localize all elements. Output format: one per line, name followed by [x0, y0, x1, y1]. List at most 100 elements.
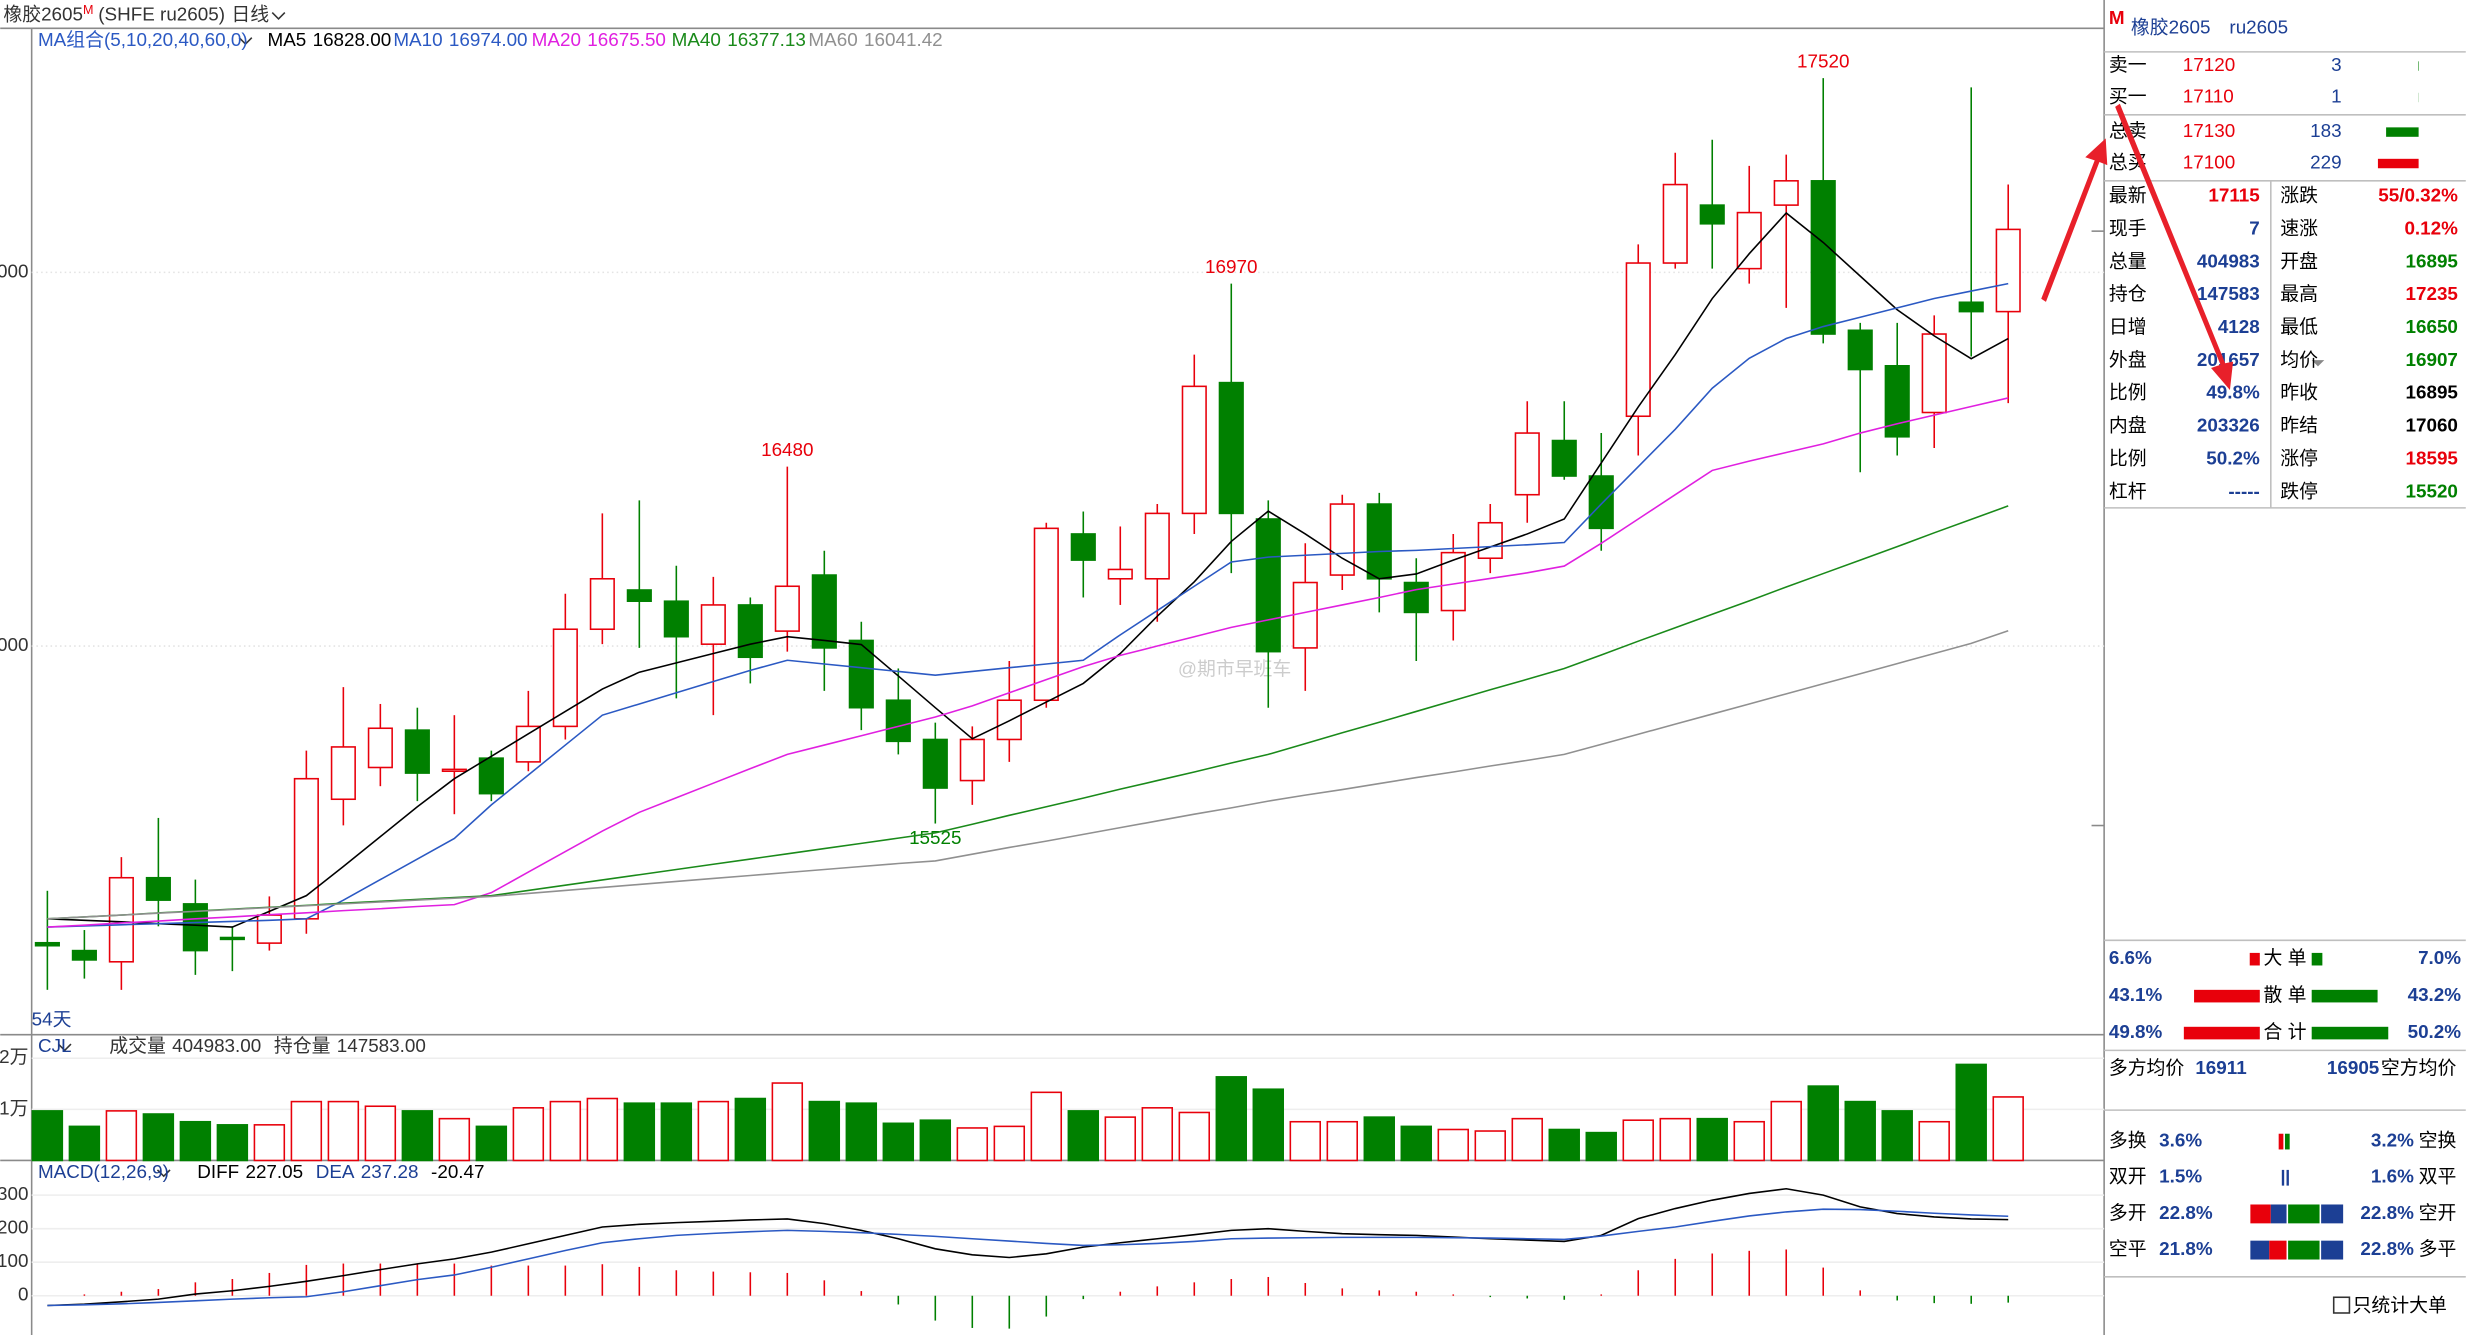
order-bar-right	[2311, 1026, 2389, 1040]
candle-body	[1181, 385, 1207, 515]
flow-label: 双开	[2109, 1166, 2147, 1187]
y-tick-label: 000	[0, 260, 29, 281]
book-price: 17120	[2183, 54, 2235, 75]
order-bar-left	[2183, 1026, 2260, 1040]
volume-value: 147583.00	[337, 1035, 426, 1056]
volume-bar	[1585, 1131, 1617, 1162]
volume-bar	[438, 1117, 471, 1162]
macd-line	[47, 1208, 2009, 1307]
order-label: 散 单	[2263, 984, 2306, 1005]
candle-body	[1403, 581, 1429, 614]
volume-bar	[1696, 1117, 1728, 1162]
flow-bars	[2250, 1133, 2344, 1260]
flow-value: 3.6%	[2159, 1130, 2202, 1151]
candle-body	[293, 777, 319, 920]
book-label: 卖一	[2109, 54, 2147, 75]
volume-bar	[1474, 1130, 1506, 1162]
candle-body	[848, 639, 874, 709]
ma-line	[47, 282, 2009, 928]
volume-bar	[734, 1097, 767, 1162]
stat-label: 持仓	[2109, 283, 2147, 304]
volume-title: CJL	[38, 1035, 72, 1056]
volume-bar	[1400, 1125, 1432, 1162]
volume-bar	[1733, 1120, 1765, 1162]
header: 橡胶2605M (SHFE ru2605)	[3, 3, 225, 24]
volume-bar	[1067, 1110, 1100, 1162]
symbol-code: (SHFE ru2605)	[98, 4, 225, 25]
candle-body	[1255, 518, 1281, 653]
candle-body	[1625, 262, 1651, 418]
stat-label: 跌停	[2280, 480, 2318, 501]
avg-label: 空方均价	[2381, 1057, 2457, 1078]
y-tick-label: 000	[0, 634, 29, 655]
volume-bar	[401, 1110, 434, 1162]
checkbox[interactable]	[2332, 1296, 2351, 1314]
volume-bar	[882, 1122, 915, 1162]
volume-legend: CJL 成交量 404983.00 持仓量 147583.00	[38, 1035, 426, 1056]
ma-value: 16974.00	[449, 29, 528, 50]
y-tick-label: 300	[0, 1183, 29, 1204]
stat-value: 18595	[2405, 447, 2457, 468]
symbol-name: 橡胶2605	[3, 4, 83, 25]
stat-value: 4128	[2218, 316, 2260, 337]
book-bar	[2377, 158, 2419, 169]
book-qty: 183	[2310, 120, 2341, 141]
candle-body	[478, 757, 504, 795]
flow-value: 22.8%	[2360, 1238, 2414, 1259]
volume-bar	[1622, 1119, 1654, 1162]
stat-label: 日增	[2109, 316, 2147, 337]
stat-label: 最新	[2109, 185, 2147, 206]
volume-bar	[993, 1125, 1026, 1162]
stat-value: 16895	[2405, 250, 2457, 271]
candle-body	[404, 729, 430, 774]
order-label: 大 单	[2263, 947, 2306, 968]
book-price: 17100	[2183, 152, 2235, 173]
flow-label: 空开	[2419, 1202, 2457, 1223]
volume-bar	[586, 1097, 619, 1162]
checkbox-label: 只统计大单	[2353, 1295, 2447, 1316]
volume-bar	[1289, 1120, 1321, 1162]
stat-label: 涨跌	[2280, 185, 2318, 206]
quote-title: 橡胶2605 ru2605	[2131, 16, 2288, 37]
side-dividers	[2104, 51, 2466, 1278]
volume-bar	[1363, 1116, 1395, 1162]
volume-bar	[512, 1107, 545, 1162]
volume-bar	[1104, 1116, 1137, 1162]
order-bar-right	[2311, 952, 2323, 966]
volume-bar	[1770, 1100, 1802, 1162]
flow-value: 22.8%	[2360, 1202, 2414, 1223]
extreme-label: 15525	[909, 827, 961, 848]
dropdown-icons[interactable]	[57, 12, 286, 1178]
stat-label: 外盘	[2109, 349, 2147, 370]
avg-dropdown[interactable]	[2311, 360, 2325, 367]
candle-body	[515, 725, 541, 763]
order-label: 合 计	[2263, 1021, 2306, 1042]
volume-bar	[1215, 1076, 1248, 1162]
volume-bar	[1807, 1085, 1839, 1162]
avg-label: 多方均价	[2109, 1057, 2185, 1078]
stat-value: 7	[2249, 217, 2259, 238]
volume-bar	[216, 1124, 249, 1162]
avg-value: 16911	[2195, 1057, 2246, 1078]
candle-body	[1440, 551, 1466, 612]
stat-value: 16907	[2405, 349, 2457, 370]
book-label: 买一	[2109, 85, 2147, 106]
stat-value: 0.12%	[2404, 217, 2458, 238]
ma-line	[47, 211, 2009, 928]
ma-name: MA5	[268, 29, 307, 50]
candle-body	[1144, 512, 1170, 580]
candle-body	[1773, 180, 1799, 206]
volume-bar	[1881, 1110, 1913, 1162]
order-left: 43.1%	[2109, 984, 2163, 1005]
ma-value: 16828.00	[313, 29, 392, 50]
y-tick-label: 200	[0, 1217, 29, 1238]
stat-value: 17115	[2208, 185, 2259, 206]
candle-body	[1514, 432, 1540, 496]
book-bar	[2386, 127, 2419, 137]
stat-label: 比例	[2109, 447, 2147, 468]
macd-title: MACD(12,26,9)	[38, 1161, 169, 1182]
candle-body	[108, 876, 134, 963]
candle-body	[1884, 365, 1910, 438]
volume-bar	[31, 1110, 64, 1162]
ma-value: 16675.50	[587, 29, 666, 50]
